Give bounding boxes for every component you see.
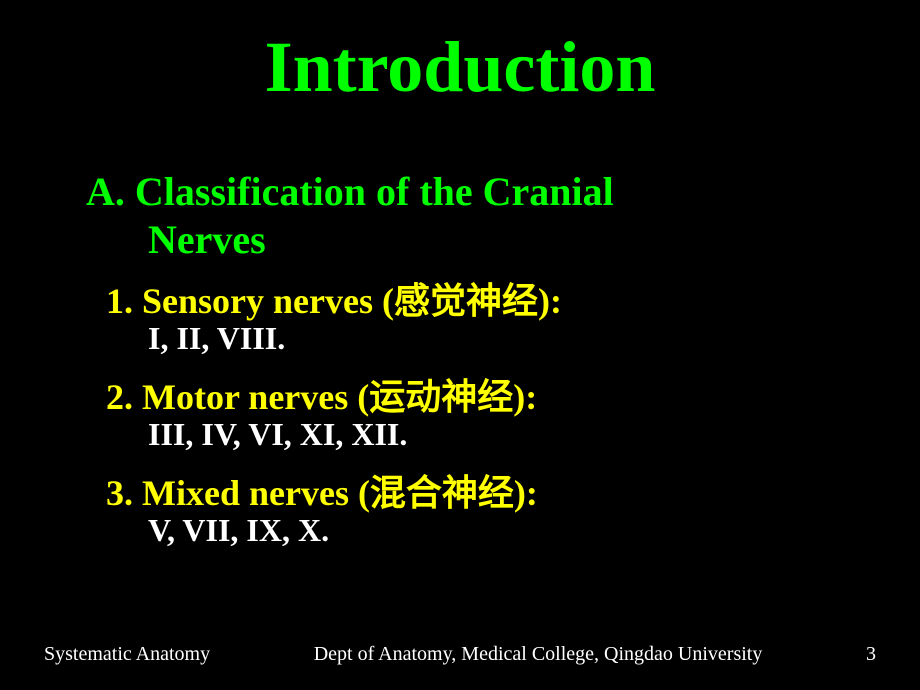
item-detail-3: V, VII, IX, X. <box>148 512 329 549</box>
section-text-line1: Classification of the Cranial <box>135 169 614 214</box>
section-label: A. <box>86 169 125 214</box>
item-detail-1: I, II, VIII. <box>148 320 285 357</box>
footer-center: Dept of Anatomy, Medical College, Qingda… <box>314 643 763 666</box>
slide: Introduction A. Classification of the Cr… <box>0 0 920 690</box>
item-detail-2: III, IV, VI, XI, XII. <box>148 416 407 453</box>
footer: Systematic Anatomy Dept of Anatomy, Medi… <box>0 643 920 666</box>
item-heading-3: 3. Mixed nerves (混合神经): <box>106 464 538 516</box>
section-heading-line2: Nerves <box>148 216 266 263</box>
item-heading-2: 2. Motor nerves (运动神经): <box>106 368 537 420</box>
footer-right: 3 <box>866 643 876 666</box>
section-heading-line1: A. Classification of the Cranial <box>86 168 614 215</box>
footer-left: Systematic Anatomy <box>44 643 210 666</box>
slide-title: Introduction <box>0 26 920 109</box>
item-heading-1: 1. Sensory nerves (感觉神经): <box>106 272 562 324</box>
